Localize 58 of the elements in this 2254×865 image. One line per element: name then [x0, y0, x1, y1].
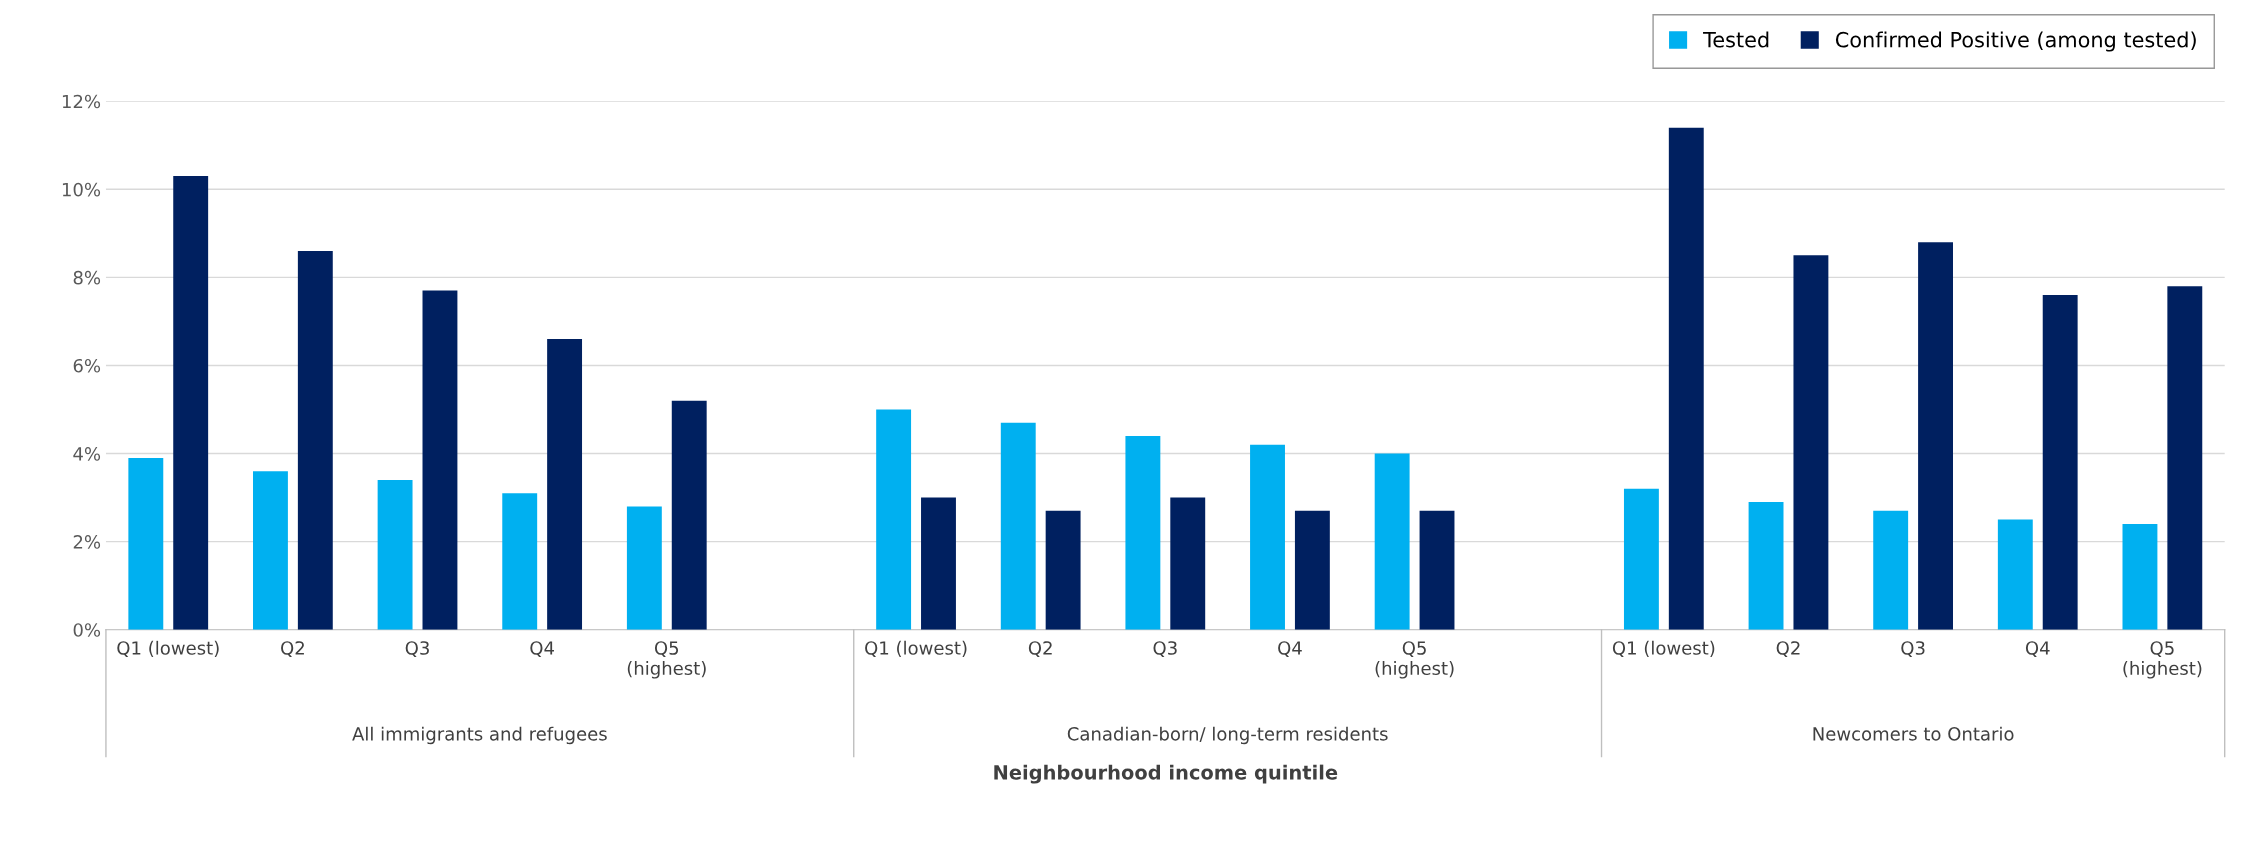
bar — [921, 497, 956, 630]
bar — [1918, 242, 1953, 630]
text: Newcomers to Ontario — [1813, 726, 2014, 741]
bar — [1170, 497, 1206, 630]
y-tick-label: 0% — [73, 623, 101, 637]
bar — [1045, 510, 1081, 630]
bar — [1748, 502, 1784, 630]
y-tick-label: 4% — [73, 447, 101, 461]
bar — [1997, 519, 2033, 630]
x-tick-label: Q3 — [405, 641, 429, 657]
text: Canadian-born/ long-term residents — [1067, 726, 1388, 745]
y-tick-label: 6% — [73, 358, 101, 373]
bar — [1873, 510, 1909, 630]
y-tick-label: 10% — [62, 182, 101, 197]
bar — [626, 506, 662, 630]
x-tick-label: Q2 — [1776, 641, 1800, 657]
y-tick-label: 2% — [73, 535, 101, 549]
x-axis-title: Neighbourhood income quintile — [994, 764, 1338, 784]
x-tick-label: Q2 — [281, 641, 304, 657]
bar — [377, 479, 413, 630]
bar — [1668, 127, 1704, 630]
x-tick-label: Q2 — [1028, 641, 1052, 657]
x-tick-label: Q3 — [1153, 641, 1177, 657]
text: All immigrants and refugees — [352, 726, 607, 745]
bar — [671, 400, 707, 630]
x-tick-label: Q1 (lowest) — [1612, 640, 1715, 657]
bar — [1250, 444, 1285, 630]
bar — [253, 471, 288, 630]
bar — [1125, 435, 1161, 630]
bar — [1623, 488, 1659, 630]
bar — [1793, 255, 1829, 630]
bar — [1419, 510, 1455, 630]
legend-label: Confirmed Positive (among tested) — [1835, 31, 2196, 52]
x-tick-label: Q4 — [1278, 641, 1302, 657]
bar — [547, 339, 583, 630]
y-tick-label: 8% — [73, 270, 101, 285]
bar — [876, 409, 912, 630]
x-tick-label: Q5 (highest) — [627, 641, 706, 679]
bar — [422, 290, 458, 630]
bar — [1374, 453, 1410, 630]
bar — [173, 176, 209, 630]
bar — [297, 250, 333, 630]
x-tick-label: Q5 (highest) — [1375, 641, 1454, 679]
x-tick-label: Q4 — [2025, 641, 2050, 657]
bar — [1000, 422, 1036, 630]
x-tick-label: Q1 (lowest) — [117, 640, 219, 657]
y-tick-label: 12% — [62, 94, 101, 109]
bar — [2167, 286, 2203, 630]
bar — [2042, 294, 2078, 630]
x-tick-label: Q4 — [530, 641, 554, 657]
bar — [128, 457, 164, 630]
bar — [1294, 510, 1330, 630]
x-tick-label: Q3 — [1901, 641, 1925, 657]
x-tick-label: Q1 (lowest) — [865, 640, 967, 657]
legend-label: Tested — [1703, 31, 1769, 48]
x-tick-label: Q5 (highest) — [2123, 641, 2202, 679]
bar — [502, 493, 538, 630]
bar — [2122, 524, 2158, 630]
